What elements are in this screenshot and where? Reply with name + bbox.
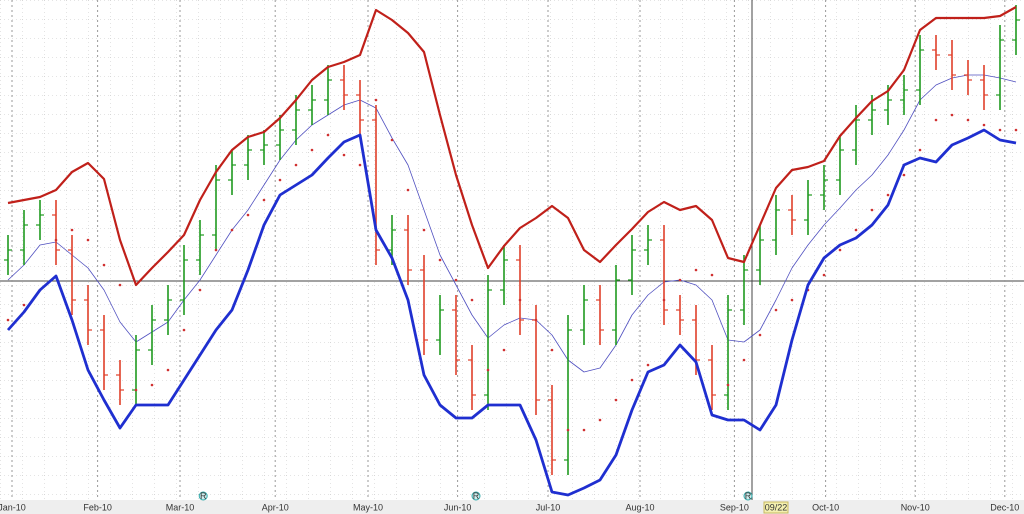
x-tick-label: Sep-10 <box>720 502 749 512</box>
sar-dot <box>838 248 842 252</box>
sar-dot <box>710 273 714 277</box>
sar-dot <box>966 118 970 122</box>
sar-dot <box>982 123 986 127</box>
sar-dot <box>902 173 906 177</box>
sar-dot <box>870 208 874 212</box>
x-tick-label: Mar-10 <box>166 502 195 512</box>
sar-dot <box>294 163 298 167</box>
sar-dot <box>342 153 346 157</box>
sar-dot <box>918 148 922 152</box>
sar-dot <box>934 118 938 122</box>
sar-dot <box>950 113 954 117</box>
x-tick-label: Jan-10 <box>0 502 26 512</box>
sar-dot <box>374 98 378 102</box>
sar-dot <box>470 298 474 302</box>
middle-band <box>7 74 1017 373</box>
sar-dot <box>886 193 890 197</box>
event-marker <box>743 491 753 501</box>
sar-dot <box>150 383 154 387</box>
sar-dot <box>822 273 826 277</box>
x-tick-label: Jun-10 <box>444 502 472 512</box>
sar-dot <box>598 418 602 422</box>
x-tick-label: Dec-10 <box>990 502 1019 512</box>
sar-dot <box>550 348 554 352</box>
sar-dot <box>534 318 538 322</box>
x-tick-label: Feb-10 <box>83 502 112 512</box>
event-marker <box>198 491 208 501</box>
sar-dot <box>406 188 410 192</box>
sar-dot <box>614 398 618 402</box>
sar-dot <box>694 268 698 272</box>
sar-dot <box>246 213 250 217</box>
sar-dot <box>998 128 1002 132</box>
sar-dot <box>678 278 682 282</box>
sar-dot <box>454 278 458 282</box>
lower-band <box>6 128 1017 497</box>
sar-dot <box>566 428 570 432</box>
sar-dot <box>790 298 794 302</box>
sar-dot <box>198 288 202 292</box>
sar-dot <box>102 263 106 267</box>
event-label: R <box>473 491 480 501</box>
sar-dot <box>230 228 234 232</box>
sar-dot <box>390 138 394 142</box>
sar-dot <box>758 333 762 337</box>
sar-dot <box>774 308 778 312</box>
sar-dot <box>22 303 26 307</box>
sar-dot <box>486 368 490 372</box>
event-label: R <box>745 491 752 501</box>
cursor-label: 09/22 <box>765 502 788 512</box>
sar-dot <box>726 383 730 387</box>
sar-dot <box>134 388 138 392</box>
sar-dot <box>262 198 266 202</box>
sar-dot <box>854 228 858 232</box>
sar-dot <box>358 163 362 167</box>
sar-dot <box>166 368 170 372</box>
sar-dot <box>742 358 746 362</box>
sar-dot <box>438 258 442 262</box>
upper-band <box>7 6 1017 287</box>
sar-dot <box>54 238 58 242</box>
sar-dot <box>118 283 122 287</box>
sar-dot <box>70 228 74 232</box>
sar-dot <box>182 328 186 332</box>
sar-dot <box>278 178 282 182</box>
x-axis-strip <box>0 500 1024 514</box>
sar-dot <box>502 348 506 352</box>
x-tick-label: Oct-10 <box>812 502 839 512</box>
sar-dot <box>310 148 314 152</box>
x-tick-label: Jul-10 <box>536 502 561 512</box>
sar-dot <box>326 133 330 137</box>
x-tick-label: Aug-10 <box>625 502 654 512</box>
sar-dot <box>662 298 666 302</box>
sar-dot <box>582 428 586 432</box>
sar-dot <box>422 228 426 232</box>
grid-background <box>0 0 1024 500</box>
sar-dot <box>86 238 90 242</box>
event-label: R <box>200 491 207 501</box>
cursor-label-box <box>763 501 789 514</box>
x-tick-label: Nov-10 <box>901 502 930 512</box>
sar-dot <box>1014 128 1018 132</box>
x-tick-label: May-10 <box>353 502 383 512</box>
sar-dot <box>518 298 522 302</box>
sar-dot <box>630 378 634 382</box>
x-tick-label: Apr-10 <box>262 502 289 512</box>
sar-dot <box>6 318 10 322</box>
sar-dot <box>214 248 218 252</box>
event-marker <box>471 491 481 501</box>
sar-dot <box>646 363 650 367</box>
